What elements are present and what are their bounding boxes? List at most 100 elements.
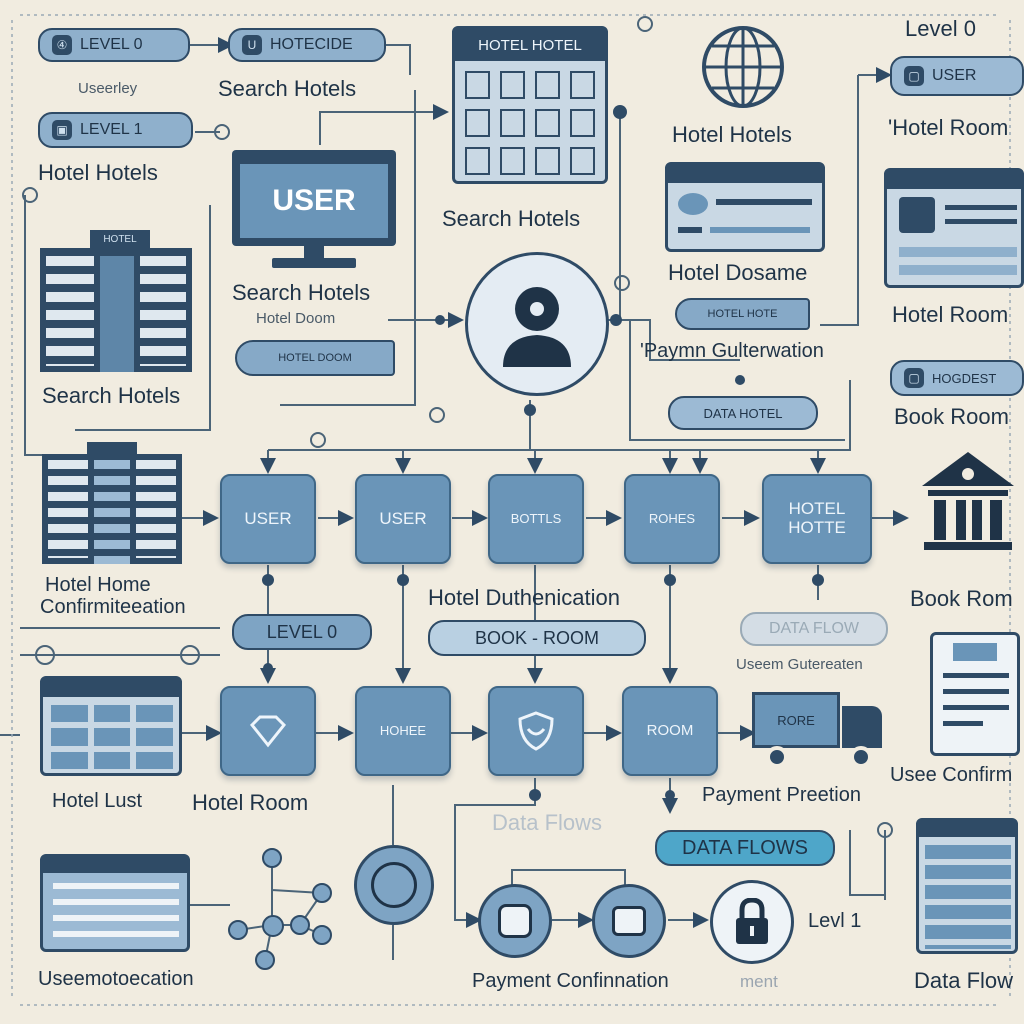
search-hotels-label-4: Search Hotels xyxy=(442,206,581,231)
hotel-lust-label: Hotel Lust xyxy=(52,790,143,812)
globe-icon xyxy=(700,24,786,110)
payment-arrow-pill-label: HOTEL HOTE xyxy=(707,308,778,320)
hotel-list-panel xyxy=(40,676,182,776)
level-0-pill[interactable]: ④ LEVEL 0 xyxy=(38,28,190,62)
lock-icon xyxy=(736,898,768,944)
user-pill-label: USER xyxy=(932,67,977,84)
user-form-panel xyxy=(40,854,190,952)
diamond-icon xyxy=(249,715,287,748)
user-circle[interactable] xyxy=(465,252,609,396)
user-gutereaten-label: Useem Gutereaten xyxy=(736,656,863,673)
network-node xyxy=(262,915,284,937)
network-node xyxy=(312,883,332,903)
hotel-room-label-right: Hotel Room xyxy=(892,302,1009,327)
data-flows-pill[interactable]: DATA FLOWS xyxy=(655,830,835,866)
hotel-hotte-node[interactable]: HOTEL HOTTE xyxy=(762,474,872,564)
hotel-room-label-top: 'Hotel Room xyxy=(888,115,1009,140)
hohee-node[interactable]: HOHEE xyxy=(355,686,451,776)
network-node xyxy=(255,950,275,970)
useerley-label: Useerley xyxy=(78,80,138,97)
book-rom-label: Book Rom xyxy=(910,586,1013,611)
data-hotel-pill[interactable]: DATA HOTEL xyxy=(668,396,818,430)
user-node-2[interactable]: USER xyxy=(355,474,451,564)
bottles-node[interactable]: BOTTLS xyxy=(488,474,584,564)
bank-icon xyxy=(918,450,1018,556)
fingerprint-circle[interactable] xyxy=(354,845,434,925)
building-sign-text: HOTEL xyxy=(103,234,137,245)
truck-label: RORE xyxy=(777,712,815,728)
level-1-label: Levl 1 xyxy=(808,910,862,932)
hotel-doom-arrow-pill-label: HOTEL DOOM xyxy=(278,352,352,364)
level-1-pill-label: LEVEL 1 xyxy=(80,121,143,138)
hotel-hotels-label-left: Hotel Hotels xyxy=(38,160,158,185)
payment-arrow-pill[interactable]: HOTEL HOTE xyxy=(675,298,810,330)
hotecide-pill-label: HOTECIDE xyxy=(270,36,353,53)
user-icon xyxy=(503,287,571,367)
calendar-header: HOTEL HOTEL xyxy=(478,36,582,54)
hotel-doom-label: Hotel Doom xyxy=(256,310,336,327)
data-hotel-pill-label: DATA HOTEL xyxy=(703,405,783,421)
confirmation-label: Confirmiteeation xyxy=(40,596,186,618)
rohes-node[interactable]: ROHES xyxy=(624,474,720,564)
hotel-doom-arrow-pill[interactable]: HOTEL DOOM xyxy=(235,340,395,376)
shield-node-2[interactable] xyxy=(488,686,584,776)
badge-icon: ▢ xyxy=(904,66,924,86)
hotel-room-label-mid: Hotel Room xyxy=(192,790,309,815)
data-table-panel xyxy=(916,818,1018,954)
level-1-pill[interactable]: ▣ LEVEL 1 xyxy=(38,112,193,148)
level-0-mid-pill[interactable]: LEVEL 0 xyxy=(232,614,372,650)
badge-icon: ④ xyxy=(52,35,72,55)
payment-confirmation-label: Payment Confinnation xyxy=(472,970,669,992)
hotel-profile-card xyxy=(665,162,825,252)
network-node xyxy=(290,915,310,935)
payment-circle-2[interactable] xyxy=(592,884,666,958)
user-profile-card xyxy=(884,168,1024,288)
usee-confirm-label: Usee Confirm xyxy=(890,764,1013,786)
hotecide-pill[interactable]: U HOTECIDE xyxy=(228,28,386,62)
user-pill[interactable]: ▢ USER xyxy=(890,56,1024,96)
ment-label: ment xyxy=(740,972,778,991)
book-room-label-right: Book Room xyxy=(894,404,1009,429)
payment-presentation-label: Payment Preetion xyxy=(702,784,861,806)
search-hotels-label-3: Search Hotels xyxy=(42,383,181,408)
data-flow-faded-pill-label: DATA FLOW xyxy=(768,620,860,637)
hotel-authentication-label: Hotel Duthenication xyxy=(428,585,621,610)
data-flows-faint-label: Data Flows xyxy=(492,810,603,835)
payment-circle-1[interactable] xyxy=(478,884,552,958)
badge-icon: ▣ xyxy=(52,120,72,140)
payment-generation-label: 'Paymn Gulterwation xyxy=(640,340,824,362)
level-0-label: Level 0 xyxy=(905,16,976,41)
delivery-truck-icon: RORE xyxy=(752,692,888,772)
level-0-mid-pill-label: LEVEL 0 xyxy=(266,621,338,642)
hogdest-pill-label: HOGDEST xyxy=(932,370,997,386)
book-room-pill[interactable]: BOOK - ROOM xyxy=(428,620,646,656)
shield-icon xyxy=(518,711,554,751)
monitor-screen-text: USER xyxy=(272,184,356,217)
network-node xyxy=(262,848,282,868)
lock-circle[interactable] xyxy=(710,880,794,964)
hotel-hotels-label-right: Hotel Hotels xyxy=(672,122,792,147)
data-flow-faded-pill[interactable]: DATA FLOW xyxy=(740,612,888,646)
room-node[interactable]: ROOM xyxy=(622,686,718,776)
data-flow-bottom-label: Data Flow xyxy=(914,968,1014,993)
data-flows-pill-label: DATA FLOWS xyxy=(682,836,808,859)
network-node xyxy=(312,925,332,945)
network-node xyxy=(228,920,248,940)
shield-node-1[interactable] xyxy=(220,686,316,776)
hotel-calendar-panel: HOTEL HOTEL xyxy=(452,26,608,184)
book-room-pill-label: BOOK - ROOM xyxy=(474,627,599,648)
hotel-home-label: Hotel Home xyxy=(45,574,151,596)
hotel-building-icon-2 xyxy=(42,442,182,564)
hotel-dosame-label: Hotel Dosame xyxy=(668,260,808,285)
search-hotels-label-1: Search Hotels xyxy=(218,76,357,101)
badge-icon: U xyxy=(242,35,262,55)
level-0-pill-label: LEVEL 0 xyxy=(80,36,143,53)
user-node-1[interactable]: USER xyxy=(220,474,316,564)
badge-icon: ▢ xyxy=(904,368,924,388)
search-hotels-label-2: Search Hotels xyxy=(232,280,371,305)
hogdest-pill[interactable]: ▢ HOGDEST xyxy=(890,360,1024,396)
monitor-icon: USER xyxy=(232,150,396,275)
user-authentication-label: Useemotoecation xyxy=(38,968,194,990)
hotel-building-icon: HOTEL xyxy=(40,230,192,372)
